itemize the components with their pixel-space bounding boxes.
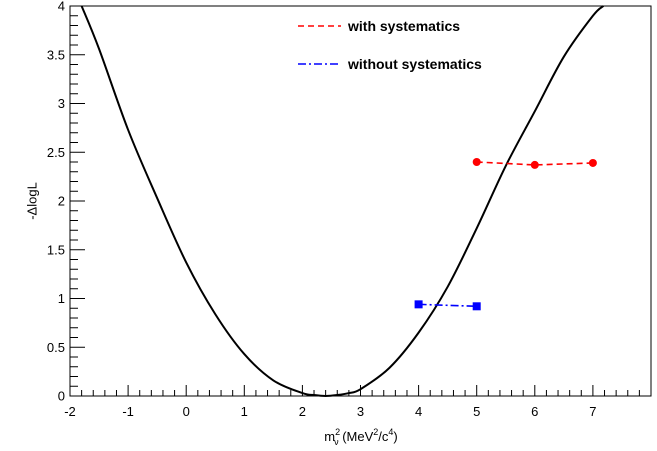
x-axis-title-mid: /c xyxy=(378,429,389,444)
y-tick-label: 1 xyxy=(58,291,65,306)
data-point-circle xyxy=(588,158,597,167)
axes: -2 -1 0 1 2 3 4 5 6 7 0 0.5 1 1.5 2 2.5 3 3.5 4 xyxy=(47,0,640,419)
y-axis-title: -ΔlogL xyxy=(25,182,40,220)
legend-label-without-systematics: without systematics xyxy=(347,56,482,72)
x-tick-label: 2 xyxy=(299,404,306,419)
x-axis-title-sup-1: 2 xyxy=(373,427,378,437)
x-tick-label: -2 xyxy=(64,404,76,419)
x-tick-label: 0 xyxy=(183,404,190,419)
y-tick-label: 2.5 xyxy=(47,145,65,160)
x-tick-label: 4 xyxy=(415,404,422,419)
data-point-circle xyxy=(530,160,539,169)
x-axis-title-sup-2: 4 xyxy=(388,427,393,437)
y-tick-label: 3 xyxy=(58,96,65,111)
x-axis-title-base: m xyxy=(324,429,335,444)
likelihood-curve xyxy=(80,5,605,398)
series-line-without-systematics xyxy=(418,303,477,308)
y-tick-label: 2 xyxy=(58,194,65,209)
x-tick-label: 3 xyxy=(357,404,364,419)
y-tick-label: 1.5 xyxy=(47,242,65,257)
x-axis-title-sub: ν xyxy=(334,437,339,447)
x-tick-label: 5 xyxy=(473,404,480,419)
y-tick-label: 4 xyxy=(58,0,65,14)
legend-label-with-systematics: with systematics xyxy=(347,18,460,34)
data-point-square xyxy=(472,302,481,311)
data-point-circle xyxy=(472,158,481,166)
y-tick-label: 0 xyxy=(58,389,65,404)
x-tick-label: 7 xyxy=(589,404,596,419)
x-axis-title-sup: 2 xyxy=(335,427,340,437)
legend: with systematics without systematics xyxy=(298,18,482,72)
x-tick-label: -1 xyxy=(122,404,134,419)
series-layer xyxy=(414,158,597,311)
x-axis-title-prefix: (MeV xyxy=(339,429,374,444)
data-point-square xyxy=(414,300,423,309)
y-tick-label: 3.5 xyxy=(47,47,65,62)
x-axis-title-suffix: ) xyxy=(393,429,397,444)
y-tick-label: 0.5 xyxy=(47,340,65,355)
likelihood-curve-layer xyxy=(80,5,605,398)
x-tick-label: 1 xyxy=(241,404,248,419)
x-tick-label: 6 xyxy=(531,404,538,419)
series-without-systematics xyxy=(414,300,481,311)
series-with-systematics xyxy=(472,158,597,169)
x-axis-title: m2 ν (MeV2/c4) xyxy=(324,427,398,447)
